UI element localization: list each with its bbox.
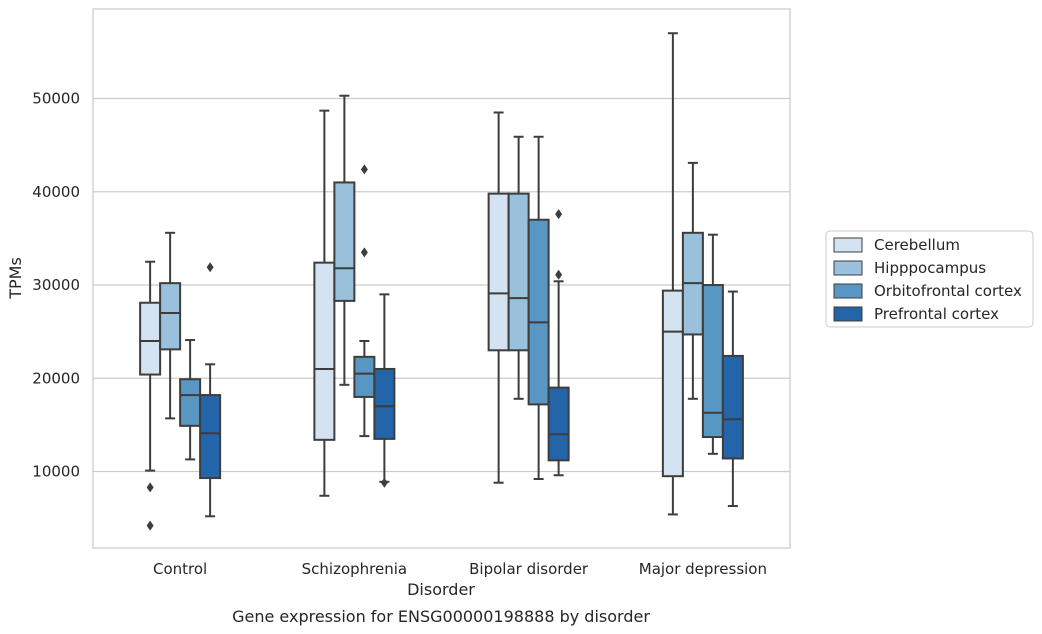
box-iqr bbox=[547, 386, 570, 462]
legend-frame bbox=[825, 230, 1034, 328]
box-iqr bbox=[701, 284, 724, 439]
y-tick-label: 10000 bbox=[32, 463, 80, 481]
legend-swatch bbox=[833, 306, 863, 322]
outlier-point bbox=[555, 209, 563, 220]
y-tick-label: 50000 bbox=[32, 90, 80, 108]
box-3-2 bbox=[701, 233, 724, 455]
box-iqr bbox=[179, 378, 202, 427]
box-1-3 bbox=[373, 293, 396, 488]
legend-label: Orbitofrontal cortex bbox=[874, 282, 1022, 300]
y-tick-label: 30000 bbox=[32, 276, 80, 294]
legend-label: Prefrontal cortex bbox=[874, 305, 999, 323]
y-tick-labels: 10000 20000 30000 40000 50000 bbox=[32, 90, 80, 481]
legend-item: Orbitofrontal cortex bbox=[833, 282, 1022, 300]
legend-swatch bbox=[833, 283, 863, 299]
x-tick-label: Schizophrenia bbox=[302, 560, 407, 578]
outlier-point bbox=[360, 164, 368, 175]
box-2-0 bbox=[487, 111, 510, 484]
box-0-3 bbox=[199, 262, 222, 518]
legend-swatch bbox=[833, 260, 863, 276]
box-0-0 bbox=[139, 260, 162, 531]
outlier-point bbox=[360, 247, 368, 258]
legend-swatch bbox=[833, 237, 863, 253]
box-1-0 bbox=[313, 109, 336, 497]
box-iqr bbox=[721, 354, 744, 460]
outlier-point bbox=[380, 477, 388, 488]
boxplot-marks bbox=[139, 32, 744, 531]
box-iqr bbox=[527, 218, 550, 406]
x-tick-label: Bipolar disorder bbox=[469, 560, 589, 578]
x-tick-label: Control bbox=[153, 560, 207, 578]
legend: Cerebellum Hipppocampus Orbitofrontal cort… bbox=[825, 230, 1034, 328]
box-2-3 bbox=[547, 209, 570, 477]
legend-label: Cerebellum bbox=[874, 236, 960, 254]
box-iqr bbox=[333, 181, 356, 302]
legend-item: Prefrontal cortex bbox=[833, 305, 999, 323]
box-3-3 bbox=[721, 290, 744, 508]
box-iqr bbox=[373, 367, 396, 440]
box-iqr bbox=[507, 192, 530, 352]
x-tick-labels: Control Schizophrenia Bipolar disorder Majo… bbox=[153, 560, 767, 578]
legend-label: Hipppocampus bbox=[874, 259, 986, 277]
outlier-point bbox=[555, 269, 563, 280]
box-iqr bbox=[159, 282, 182, 351]
chart-caption: Gene expression for ENSG00000198888 by d… bbox=[232, 607, 650, 626]
box-iqr bbox=[487, 192, 510, 352]
box-iqr bbox=[199, 394, 222, 480]
box-iqr bbox=[353, 355, 376, 398]
plot-frame bbox=[92, 8, 791, 549]
box-3-0 bbox=[661, 32, 684, 516]
box-iqr bbox=[661, 289, 684, 478]
box-2-2 bbox=[527, 135, 550, 480]
y-tick-label: 40000 bbox=[32, 183, 80, 201]
box-iqr bbox=[313, 261, 336, 441]
outlier-point bbox=[146, 482, 154, 493]
legend-item: Cerebellum bbox=[833, 236, 960, 254]
box-iqr bbox=[139, 301, 162, 376]
box-0-1 bbox=[159, 231, 182, 420]
y-axis-label: TPMs bbox=[6, 257, 25, 300]
box-1-1 bbox=[333, 94, 356, 386]
legend-item: Hipppocampus bbox=[833, 259, 986, 277]
box-2-1 bbox=[507, 135, 530, 400]
y-tick-label: 20000 bbox=[32, 369, 80, 387]
outlier-point bbox=[146, 520, 154, 531]
x-tick-label: Major depression bbox=[639, 560, 767, 578]
box-3-1 bbox=[681, 161, 704, 400]
box-0-2 bbox=[179, 339, 202, 461]
box-1-2 bbox=[353, 164, 376, 438]
x-axis-label: Disorder bbox=[407, 580, 475, 599]
outlier-point bbox=[206, 262, 214, 273]
